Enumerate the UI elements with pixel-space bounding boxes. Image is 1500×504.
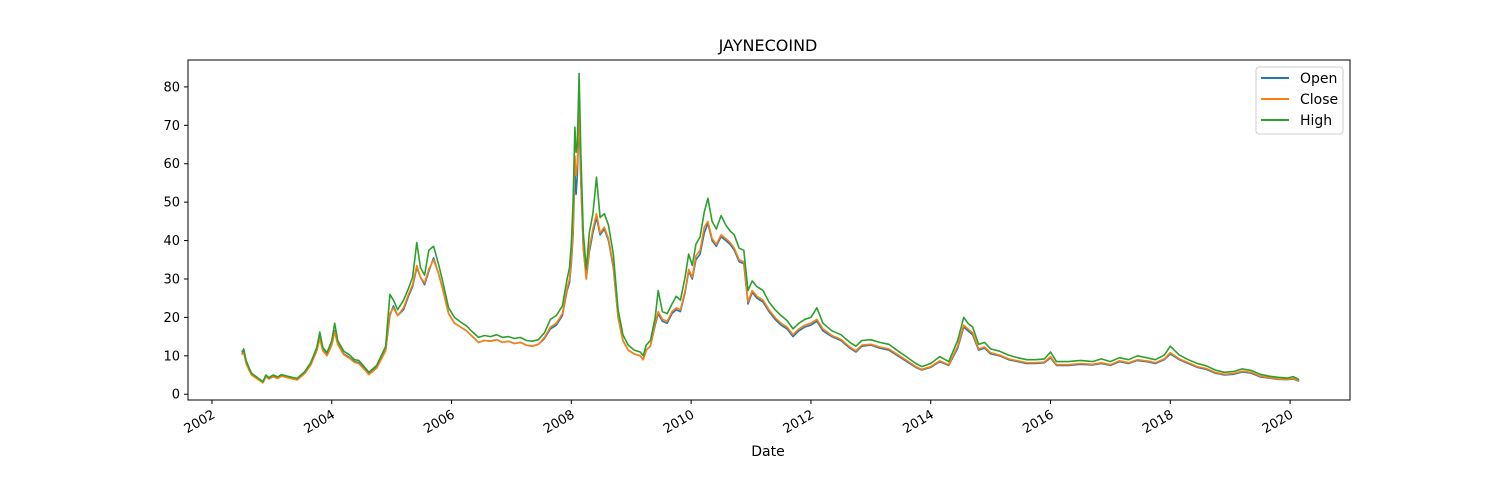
y-tick-label: 80 [163, 80, 180, 95]
legend-box [1255, 66, 1344, 135]
x-tick-label: 2016 [1020, 407, 1056, 437]
x-tick-label: 2008 [541, 407, 577, 437]
x-tick-label: 2010 [661, 407, 697, 437]
y-tick-label: 70 [163, 119, 180, 134]
y-tick-label: 50 [163, 196, 180, 211]
legend-label: Open [1300, 71, 1337, 87]
series-line-open [241, 116, 1300, 384]
y-tick-label: 0 [172, 388, 180, 403]
x-axis: 2002 2004 2006 2008 2010 2012 2014 2016 2018 2020 [182, 400, 1296, 437]
legend: Open Close High [1255, 66, 1344, 135]
x-tick-label: 2004 [302, 407, 338, 437]
y-tick-label: 20 [163, 311, 180, 326]
y-axis: 0 10 20 30 40 50 60 70 80 [163, 80, 188, 403]
chart-title: JAYNECOIND [718, 36, 818, 55]
y-tick-label: 30 [163, 272, 180, 287]
x-tick-label: 2006 [421, 407, 457, 437]
y-tick-label: 10 [163, 349, 180, 364]
plot-frame [187, 59, 1351, 401]
y-tick-label: 40 [163, 234, 180, 249]
y-tick-label: 60 [163, 157, 180, 172]
legend-label: Close [1300, 92, 1338, 108]
legend-label: High [1300, 113, 1332, 129]
x-tick-label: 2012 [781, 407, 817, 437]
x-tick-label: 2020 [1260, 407, 1296, 437]
plot-lines [241, 72, 1300, 384]
x-tick-label: 2002 [182, 407, 218, 437]
x-tick-label: 2014 [901, 407, 937, 437]
series-line-close [241, 109, 1300, 384]
x-axis-label: Date [751, 444, 784, 460]
x-tick-label: 2018 [1140, 407, 1176, 437]
series-line-high [241, 72, 1300, 383]
